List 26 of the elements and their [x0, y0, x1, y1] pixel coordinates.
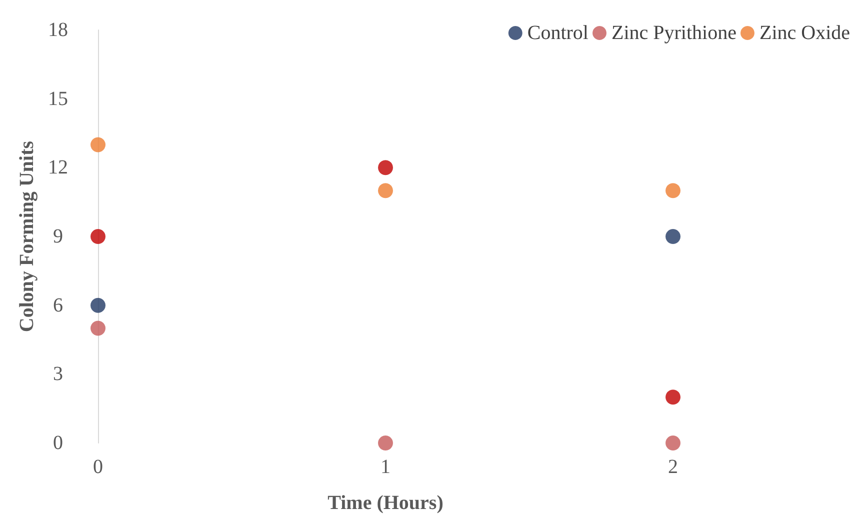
point — [666, 229, 680, 244]
legend-label: Zinc Pyrithione — [611, 22, 737, 44]
x-tick-label: 2 — [668, 456, 678, 478]
y-tick-label: 3 — [53, 363, 63, 386]
point — [90, 137, 106, 152]
y-axis-title: Colony Forming Units — [16, 140, 38, 332]
x-tick-label: 1 — [380, 456, 390, 478]
y-tick-label: 6 — [53, 294, 63, 316]
y-tick-label: 9 — [53, 226, 63, 248]
point — [378, 183, 393, 198]
point — [90, 298, 106, 313]
x-axis-title: Time (Hours) — [328, 492, 444, 514]
point — [378, 436, 393, 450]
y-tick-label: 12 — [48, 156, 68, 179]
y-tick-label: 15 — [48, 88, 68, 110]
point — [666, 436, 680, 450]
point — [666, 183, 680, 198]
point — [90, 229, 106, 244]
point — [666, 390, 680, 405]
y-tick-label: 18 — [48, 19, 68, 41]
point — [90, 320, 106, 336]
legend-label: Zinc Oxide — [759, 22, 850, 44]
point — [378, 160, 393, 176]
y-tick-label: 0 — [53, 432, 63, 454]
x-tick-label: 0 — [93, 456, 103, 478]
legend-label: Control — [527, 22, 589, 44]
